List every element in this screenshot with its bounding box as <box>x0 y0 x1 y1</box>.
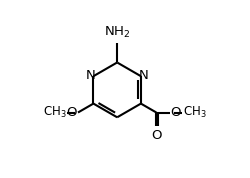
Text: O: O <box>171 106 181 119</box>
Text: O: O <box>151 129 162 142</box>
Text: CH$_3$: CH$_3$ <box>183 105 207 120</box>
Text: NH$_2$: NH$_2$ <box>104 25 130 40</box>
Text: CH$_3$: CH$_3$ <box>43 105 66 120</box>
Text: N: N <box>86 69 96 82</box>
Text: N: N <box>138 69 148 82</box>
Text: O: O <box>66 106 77 119</box>
